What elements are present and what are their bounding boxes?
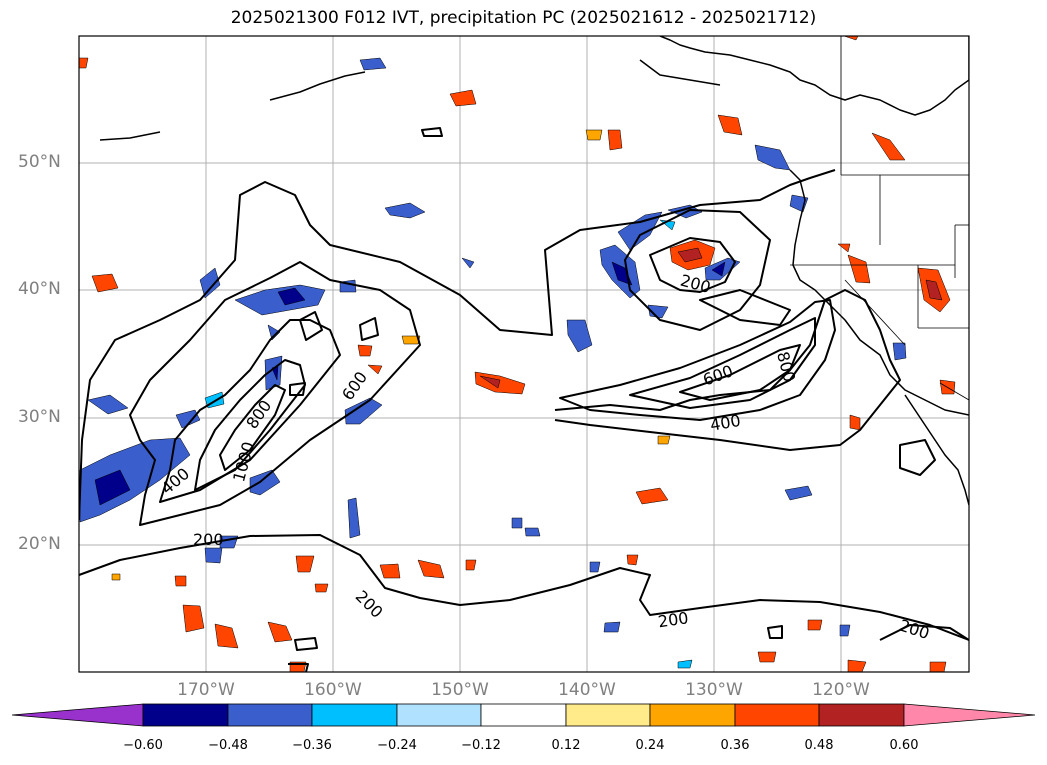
colorbar-tick: 0.24 [635, 738, 665, 753]
borders [790, 36, 969, 401]
coastlines [99, 36, 969, 506]
ivt-label-600a: 600 [338, 368, 371, 404]
colorbar [11, 703, 1036, 727]
lat-label-30n: 30°N [18, 407, 61, 427]
gridlines [79, 36, 969, 672]
lon-label-150w: 150°W [431, 680, 489, 700]
ivt-label-600b: 600 [700, 361, 735, 389]
ivt-label-200d: 200 [897, 616, 932, 644]
lat-label-20n: 20°N [18, 534, 61, 554]
lon-label-130w: 130°W [685, 680, 743, 700]
lon-label-170w: 170°W [177, 680, 235, 700]
colorbar-tick: −0.60 [123, 738, 163, 753]
colorbar-tick: −0.12 [461, 738, 501, 753]
colorbar-tick: −0.36 [292, 738, 332, 753]
ivt-label-200a: 200 [193, 530, 224, 549]
colorbar-tick: −0.24 [377, 738, 417, 753]
ivt-contours [79, 127, 969, 672]
lon-label-160w: 160°W [304, 680, 362, 700]
colorbar-extend-low [11, 703, 144, 727]
colorbar-tick: 0.48 [804, 738, 834, 753]
ivt-label-400b: 400 [709, 411, 742, 435]
map-title: 2025021300 F012 IVT, precipitation PC (2… [230, 8, 817, 28]
precip-positive-blobs [79, 36, 956, 672]
lat-label-50n: 50°N [18, 152, 61, 172]
colorbar-tick: −0.48 [208, 738, 248, 753]
lat-label-40n: 40°N [18, 279, 61, 299]
colorbar-tick: 0.12 [551, 738, 581, 753]
lon-label-120w: 120°W [812, 680, 870, 700]
map-frame [78, 35, 970, 673]
ivt-label-800a: 800 [242, 396, 275, 432]
precip-negative-blobs [79, 57, 907, 669]
colorbar-tick: 0.36 [720, 738, 750, 753]
ivt-label-200c: 200 [657, 608, 690, 631]
ivt-label-200b: 200 [352, 587, 387, 622]
colorbar-tick: 0.60 [889, 738, 919, 753]
colorbar-extend-high [903, 703, 1036, 727]
lon-label-140w: 140°W [558, 680, 616, 700]
